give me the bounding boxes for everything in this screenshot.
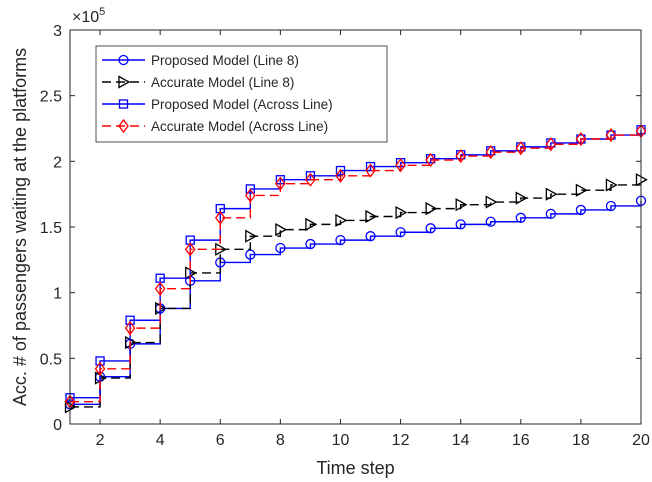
data-point-marker (335, 168, 346, 183)
data-point-marker (515, 212, 526, 223)
data-point-marker (275, 223, 288, 237)
data-point-marker (425, 202, 438, 216)
data-point-marker (245, 188, 256, 203)
data-point-marker (365, 209, 378, 224)
legend: Proposed Model (Line 8) Accurate Model (L… (95, 45, 388, 143)
legend-label: Accurate Model (Line 8) (151, 75, 294, 90)
y-axis-label: Acc. # of passengers waiting at the plat… (10, 48, 30, 406)
x-tick-label: 12 (392, 432, 410, 449)
data-point-marker (275, 242, 286, 254)
data-point-marker (335, 165, 346, 176)
data-point-marker (305, 217, 318, 231)
x-tick-label: 16 (512, 432, 530, 449)
data-point-marker (275, 176, 286, 191)
data-point-marker (365, 163, 376, 178)
x-tick-label: 6 (216, 432, 225, 449)
data-point-marker (515, 141, 527, 156)
y-tick-label: 3 (53, 23, 62, 40)
legend-label: Accurate Model (Across Line) (151, 119, 328, 134)
data-point-marker (485, 195, 498, 209)
y-tick-label: 0.5 (40, 351, 62, 368)
legend-label: Proposed Model (Across Line) (151, 97, 333, 112)
data-point-marker (395, 158, 406, 173)
data-point-marker (154, 281, 166, 296)
data-point-marker (184, 242, 196, 257)
x-tick-label: 4 (156, 432, 165, 449)
x-tick-label: 18 (572, 432, 590, 449)
x-tick-label: 14 (452, 432, 470, 449)
data-point-marker (125, 315, 135, 325)
legend-label: Proposed Model (Line 8) (151, 53, 299, 68)
data-point-marker (485, 145, 497, 160)
data-point-marker (605, 178, 618, 192)
y-tick-label: 1 (53, 286, 62, 303)
legend-entry: Accurate Model (Line 8) (102, 75, 294, 90)
data-point-marker (395, 205, 408, 220)
x-tick-label: 2 (96, 432, 105, 449)
legend-marker-sample (118, 75, 131, 89)
legend-marker-sample (118, 118, 129, 134)
data-point-marker (245, 229, 258, 243)
y-tick-label: 2 (53, 154, 62, 171)
data-point-marker (214, 210, 226, 225)
data-point-marker (245, 249, 256, 260)
data-point-marker (365, 161, 376, 172)
legend-entry: Proposed Model (Line 8) (102, 53, 299, 68)
x-axis-label: Time step (316, 458, 394, 478)
data-point-marker (335, 213, 348, 228)
data-point-marker (485, 216, 496, 227)
data-point-marker (605, 127, 617, 143)
legend-items: Proposed Model (Line 8) Accurate Model (L… (102, 53, 333, 134)
data-point-marker (425, 223, 436, 234)
data-point-marker (305, 238, 316, 250)
legend-entry: Accurate Model (Across Line) (102, 118, 328, 134)
x-tick-label: 10 (332, 432, 350, 449)
legend-marker-sample (118, 99, 129, 109)
data-point-marker (515, 191, 528, 205)
data-point-marker (305, 172, 316, 187)
y-exponent-base: ×10 (72, 9, 99, 26)
data-point-marker (605, 200, 617, 212)
data-point-marker (575, 131, 587, 147)
legend-entry: Proposed Model (Across Line) (102, 97, 333, 112)
data-point-marker (425, 152, 436, 168)
y-axis-exponent: ×105 (72, 6, 105, 26)
legend-marker-sample (118, 54, 129, 66)
axis-layer: 2 4 6 8 10 12 14 16 18 20 0 0.5 1 1.5 2 2.5 3 (40, 23, 650, 449)
data-point-marker (455, 198, 468, 212)
data-point-marker (545, 208, 556, 220)
x-tick-label: 8 (276, 432, 285, 449)
data-point-marker (395, 227, 406, 238)
data-point-marker (575, 183, 588, 197)
x-tick-label: 20 (632, 432, 650, 449)
data-point-marker (94, 361, 106, 376)
data-point-marker (545, 187, 558, 201)
y-tick-label: 0 (53, 417, 62, 434)
data-point-marker (365, 231, 376, 242)
y-exponent-power: 5 (99, 6, 105, 18)
data-point-marker (124, 321, 136, 336)
data-point-marker (335, 234, 346, 246)
data-point-marker (95, 356, 105, 366)
y-tick-label: 1.5 (40, 220, 62, 237)
data-point-marker (245, 184, 255, 194)
data-point-marker (545, 137, 557, 152)
series-line (70, 179, 642, 408)
data-point-marker (575, 204, 587, 216)
data-point-marker (455, 148, 466, 164)
y-tick-label: 2.5 (40, 89, 62, 106)
data-point-marker (455, 219, 466, 230)
